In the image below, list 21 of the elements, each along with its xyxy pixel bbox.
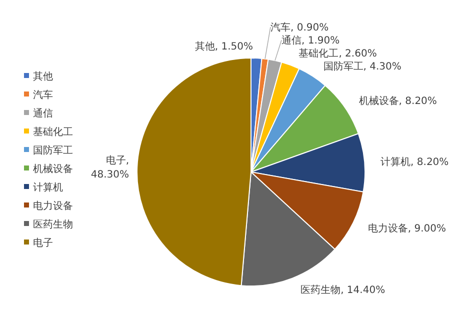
category-label: 机械设备, 8.20% [358,96,437,108]
text: 48.30% [90,170,129,181]
legend-label: 机械设备 [33,163,73,175]
legend-label: 医药生物 [33,218,73,230]
category-label: 基础化工, 2.60% [298,48,377,60]
legend-label: 国防军工 [33,144,73,156]
legend-label: 计算机 [33,182,63,194]
legend-label: 汽车 [33,89,53,101]
category-label: 其他, 1.50% [194,42,253,53]
category-label: 国防军工, 4.30% [323,62,402,73]
category-label: 电子, [106,156,129,167]
legend-label: 电子 [33,237,53,249]
category-label: 计算机, 8.20% [380,156,449,168]
category-label: 电力设备, 9.00% [368,223,446,234]
legend-label: 基础化工 [33,126,73,138]
legend-label: 通信 [33,108,53,120]
category-label: 医药生物, 14.40% [300,284,386,296]
legend-label: 电力设备 [33,200,73,212]
category-label: 汽车, 0.90% [270,22,329,34]
legend-label: 其他 [33,70,53,82]
category-label: 通信, 1.90% [282,36,340,47]
